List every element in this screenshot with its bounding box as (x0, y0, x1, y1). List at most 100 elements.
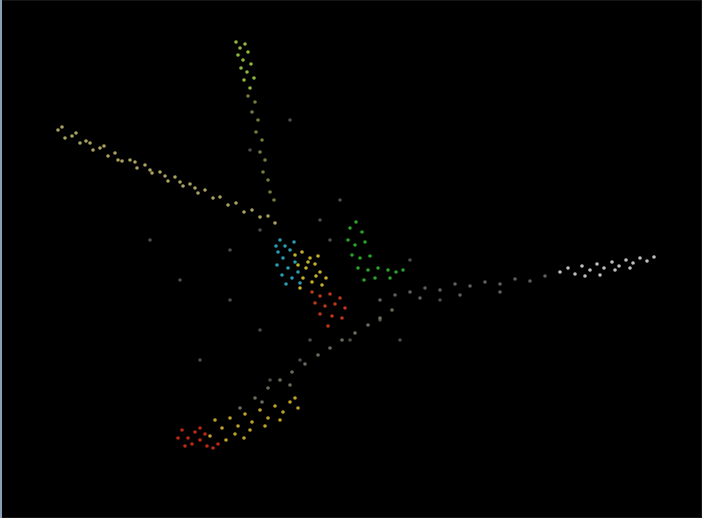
point (186, 436, 190, 440)
point (91, 148, 95, 152)
point (208, 434, 212, 438)
point (198, 358, 202, 362)
point (358, 256, 362, 260)
point (253, 396, 257, 400)
point (242, 210, 246, 214)
point (203, 432, 207, 436)
point (296, 406, 300, 410)
point (148, 168, 152, 172)
point (362, 278, 366, 282)
series (274, 238, 302, 286)
point (288, 248, 292, 252)
point (278, 418, 282, 422)
point (624, 258, 628, 262)
point (128, 158, 132, 162)
point (258, 408, 262, 412)
point (588, 268, 592, 272)
point (193, 430, 197, 434)
point (288, 400, 292, 404)
point (178, 278, 182, 282)
point (178, 180, 182, 184)
point (193, 186, 197, 190)
point (573, 272, 577, 276)
point (258, 228, 262, 232)
point (278, 238, 282, 242)
point (303, 362, 307, 366)
series (208, 396, 300, 442)
point (224, 438, 228, 442)
point (602, 266, 606, 270)
point (318, 294, 322, 298)
point (181, 184, 185, 188)
point (198, 438, 202, 442)
point (281, 256, 285, 260)
point (566, 266, 570, 270)
point (394, 270, 398, 274)
point (196, 191, 200, 195)
point (292, 240, 296, 244)
point (290, 370, 294, 374)
point (366, 323, 370, 327)
point (293, 396, 297, 400)
point (180, 428, 184, 432)
point (652, 255, 656, 259)
point (438, 298, 442, 302)
point (249, 62, 253, 66)
point (296, 263, 300, 267)
point (266, 214, 270, 218)
point (330, 314, 334, 318)
point (438, 288, 442, 292)
point (216, 442, 220, 446)
point (354, 220, 358, 224)
point (268, 378, 272, 382)
point (313, 301, 317, 305)
point (328, 238, 332, 242)
point (293, 260, 297, 264)
point (328, 292, 332, 296)
point (353, 331, 357, 335)
point (272, 198, 276, 202)
point (390, 308, 394, 312)
point (314, 274, 318, 278)
point (143, 163, 147, 167)
point (558, 270, 562, 274)
point (56, 128, 60, 132)
point (393, 293, 397, 297)
point (408, 258, 412, 262)
point (301, 276, 305, 280)
point (236, 53, 240, 57)
series (238, 308, 394, 410)
point (293, 253, 297, 257)
point (283, 244, 287, 248)
point (338, 198, 342, 202)
series (234, 40, 256, 90)
point (250, 208, 254, 212)
point (423, 286, 427, 290)
point (316, 254, 320, 258)
point (368, 254, 372, 258)
point (288, 383, 292, 387)
point (296, 270, 300, 274)
point (290, 276, 294, 280)
point (348, 338, 352, 342)
point (418, 296, 422, 300)
point (318, 270, 322, 274)
point (401, 268, 405, 272)
point (610, 260, 614, 264)
point (298, 286, 302, 290)
point (234, 201, 238, 205)
point (218, 195, 222, 199)
point (306, 260, 310, 264)
point (256, 118, 260, 122)
point (645, 259, 649, 263)
point (248, 148, 252, 152)
point (188, 182, 192, 186)
point (617, 264, 621, 268)
point (308, 338, 312, 342)
point (328, 346, 332, 350)
point (363, 240, 367, 244)
point (150, 171, 154, 175)
point (234, 40, 238, 44)
point (220, 426, 224, 430)
point (273, 221, 277, 225)
